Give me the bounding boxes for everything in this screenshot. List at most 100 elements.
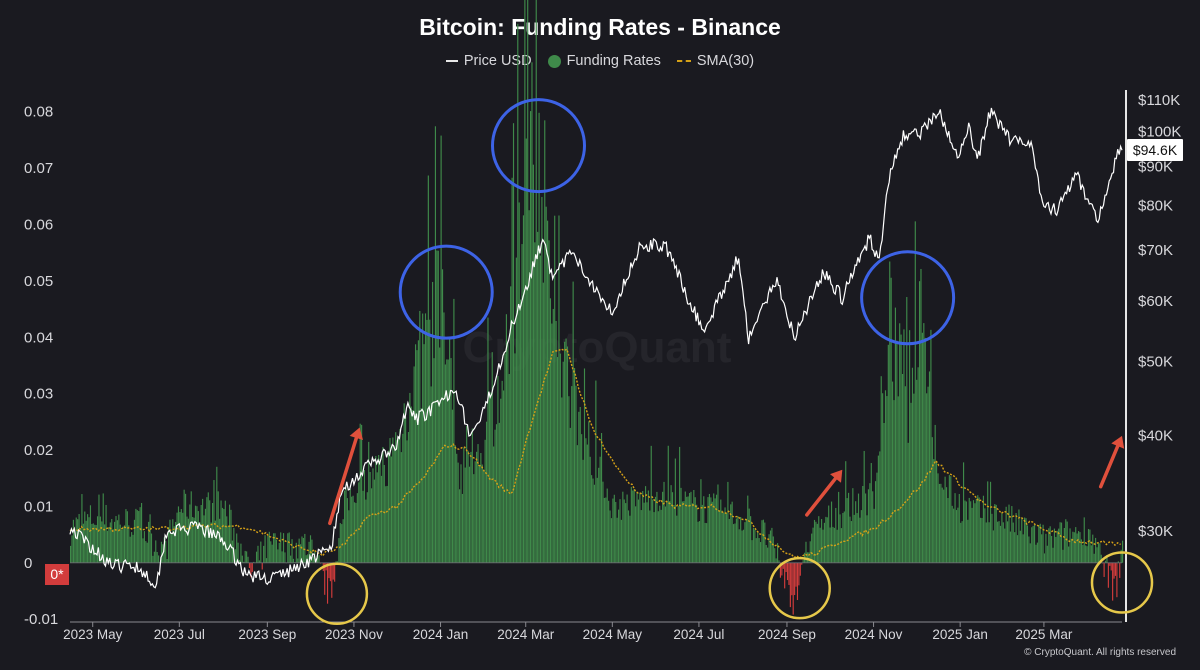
funding-bar xyxy=(1016,535,1019,563)
funding-bar xyxy=(971,507,973,563)
funding-bar xyxy=(1072,531,1074,563)
funding-bar xyxy=(639,492,641,563)
funding-bar xyxy=(582,459,584,563)
funding-bar xyxy=(167,526,170,563)
funding-bar xyxy=(1059,522,1061,563)
funding-bar xyxy=(941,487,943,563)
funding-bar xyxy=(169,519,171,563)
funding-bar xyxy=(796,562,799,601)
funding-bar xyxy=(717,484,719,563)
funding-bar xyxy=(271,544,273,563)
funding-bar xyxy=(927,386,929,563)
funding-bar xyxy=(192,517,194,563)
funding-bar xyxy=(446,359,448,563)
funding-bar xyxy=(869,483,871,563)
funding-bar xyxy=(1079,532,1081,563)
funding-bar xyxy=(444,364,446,563)
funding-bar xyxy=(517,23,519,563)
funding-bar xyxy=(175,521,177,563)
funding-bar xyxy=(70,545,72,563)
funding-bar xyxy=(281,551,283,563)
funding-bar xyxy=(1119,562,1121,578)
funding-bar xyxy=(745,518,747,563)
funding-bar xyxy=(568,396,570,563)
funding-bar xyxy=(1048,528,1050,563)
funding-bar xyxy=(273,533,275,563)
funding-bar xyxy=(392,437,394,563)
funding-bar xyxy=(1018,509,1020,563)
funding-bar xyxy=(738,529,740,563)
funding-bar xyxy=(395,432,397,563)
funding-bar xyxy=(829,527,831,563)
x-tick-label: 2023 May xyxy=(63,627,123,642)
legend-sma[interactable]: SMA(30) xyxy=(676,53,754,69)
funding-bar xyxy=(694,497,696,563)
funding-bar xyxy=(920,268,922,563)
funding-bar xyxy=(842,512,844,563)
funding-bar xyxy=(876,472,878,563)
funding-bar xyxy=(825,516,827,563)
funding-bar xyxy=(236,533,238,563)
right-y-axis: $110K $100K $90K $80K $70K $60K $50K $40K $30K xyxy=(1125,90,1181,622)
funding-bar xyxy=(948,475,950,563)
funding-bar xyxy=(686,496,688,563)
funding-bar xyxy=(1076,533,1078,563)
funding-bar xyxy=(921,332,923,563)
funding-bar xyxy=(633,488,635,563)
funding-bar xyxy=(267,535,269,563)
funding-bar xyxy=(1002,522,1004,563)
legend-funding[interactable]: Funding Rates xyxy=(547,53,661,69)
funding-bar xyxy=(490,392,492,563)
funding-bar xyxy=(1025,518,1027,563)
funding-bar xyxy=(358,482,360,563)
funding-bar xyxy=(761,520,763,563)
funding-bar xyxy=(1036,542,1038,563)
funding-bar xyxy=(778,560,780,563)
funding-bar xyxy=(713,493,715,563)
funding-bar xyxy=(618,509,620,563)
sma-series xyxy=(69,348,1121,559)
funding-bar xyxy=(849,516,851,563)
funding-bar xyxy=(104,524,106,563)
funding-bar xyxy=(764,522,766,563)
funding-bar xyxy=(1009,531,1011,563)
funding-bar xyxy=(583,368,586,563)
funding-bar xyxy=(125,509,127,563)
funding-bar xyxy=(923,323,925,563)
funding-bar xyxy=(666,500,668,563)
funding-bar xyxy=(339,523,341,563)
funding-bar xyxy=(508,374,510,563)
funding-bar xyxy=(1051,535,1053,563)
arrow-shaft xyxy=(1098,444,1120,489)
funding-bar xyxy=(771,527,773,563)
legend-price[interactable]: Price USD xyxy=(445,53,532,69)
funding-bar xyxy=(870,463,872,563)
funding-bar xyxy=(1073,532,1075,563)
funding-bar xyxy=(102,493,104,563)
funding-bar xyxy=(914,221,916,563)
funding-bar xyxy=(298,538,300,563)
funding-bar xyxy=(150,533,153,563)
funding-bar xyxy=(1103,562,1105,577)
funding-bar xyxy=(331,562,333,598)
funding-bar xyxy=(593,484,596,563)
funding-bar xyxy=(654,496,657,563)
funding-bar xyxy=(532,164,534,563)
funding-bar xyxy=(158,555,160,563)
funding-bar xyxy=(802,560,804,563)
funding-bar xyxy=(988,522,990,563)
funding-bar xyxy=(928,371,931,563)
funding-bar xyxy=(904,386,906,563)
funding-bar xyxy=(720,499,722,563)
funding-bar xyxy=(664,506,667,563)
funding-bar xyxy=(999,525,1002,563)
funding-bar xyxy=(223,509,225,563)
funding-bar xyxy=(910,402,912,563)
funding-bar xyxy=(121,529,123,563)
funding-bar xyxy=(504,353,506,563)
funding-bar xyxy=(466,426,468,563)
funding-bar xyxy=(288,532,290,563)
funding-bar xyxy=(572,281,574,563)
funding-bar xyxy=(142,538,144,563)
funding-bar xyxy=(752,527,755,563)
